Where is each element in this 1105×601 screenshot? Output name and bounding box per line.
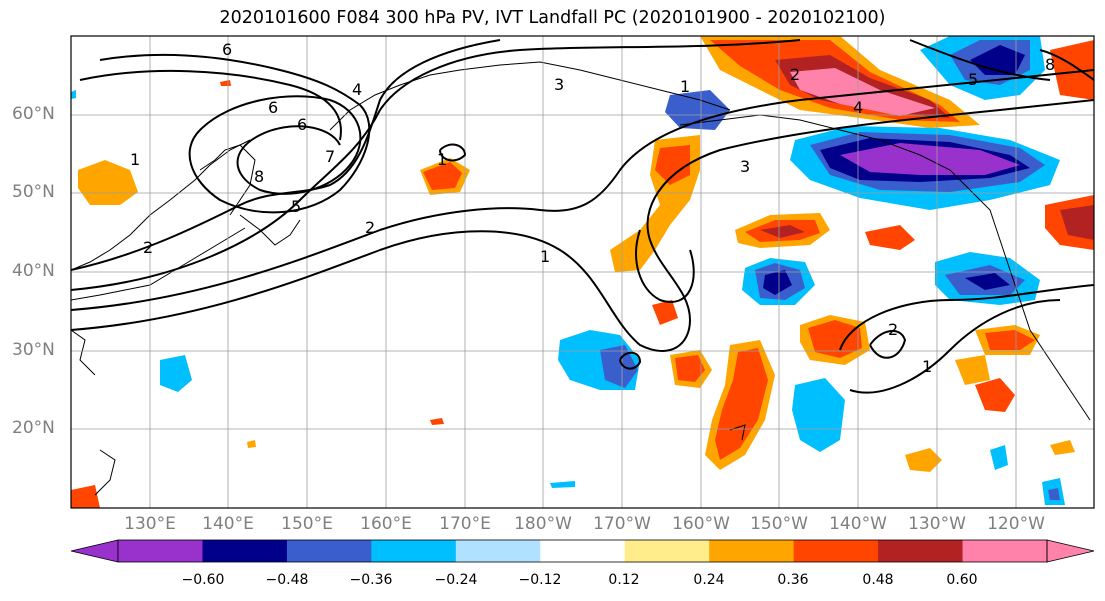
contour-label: 2 <box>888 320 898 339</box>
lat-label: 30°N <box>12 340 55 360</box>
colorbar <box>70 539 1095 563</box>
colorbar-swatch <box>793 540 879 562</box>
contour-label: 2 <box>365 218 375 237</box>
lat-label: 40°N <box>12 261 55 281</box>
contour-label: 1 <box>540 247 550 266</box>
colorbar-tick-label: −0.36 <box>349 572 393 588</box>
contour-label: 3 <box>740 157 750 176</box>
contour-label: 6 <box>268 98 278 117</box>
colorbar-swatch <box>540 540 626 562</box>
contour-label: 6 <box>222 40 232 59</box>
lat-label: 50°N <box>12 182 55 202</box>
lon-label: 170°W <box>593 514 651 534</box>
colorbar-arrow-left <box>70 539 119 563</box>
colorbar-swatch <box>202 540 288 562</box>
lon-label: 120°W <box>987 514 1045 534</box>
colorbar-tick-label: 0.36 <box>777 572 809 588</box>
contour-label: 8 <box>254 167 264 186</box>
contour-label: 5 <box>291 197 301 216</box>
colorbar-swatch <box>118 540 203 562</box>
contour-label: 6 <box>297 115 307 134</box>
contour-label: 4 <box>352 80 362 99</box>
colorbar-tick-label: −0.48 <box>265 572 309 588</box>
contour-label: 2 <box>143 238 153 257</box>
colorbar-swatch <box>371 540 457 562</box>
colorbar-tick-label: −0.24 <box>434 572 478 588</box>
contour-label: 1 <box>922 357 932 376</box>
contour-label: 7 <box>325 147 335 166</box>
contour-label: 8 <box>1045 55 1055 74</box>
contour-label: 4 <box>853 98 863 117</box>
colorbar-swatch <box>878 540 964 562</box>
contour-label: 1 <box>437 150 447 169</box>
colorbar-tick-label: 0.60 <box>946 572 978 588</box>
lon-label: 130°W <box>908 514 966 534</box>
gridlines <box>71 36 1094 508</box>
lat-label: 60°N <box>12 104 55 124</box>
lon-label: 180°W <box>514 514 572 534</box>
colorbar-tick-label: 0.48 <box>862 572 894 588</box>
contour-label: 2 <box>790 65 800 84</box>
colorbar-border <box>117 539 1048 563</box>
lon-label: 160°E <box>360 514 412 534</box>
lon-label: 150°W <box>750 514 808 534</box>
shaded-field <box>71 36 1094 508</box>
pv-contours <box>71 39 1094 394</box>
colorbar-arrow-right <box>1046 539 1095 563</box>
contour-label: 1 <box>680 77 690 96</box>
contour-label-group: 6 6 4 5 6 7 8 1 1 2 3 2 1 2 1 3 4 2 1 5 … <box>130 40 1055 376</box>
colorbar-swatch <box>286 540 372 562</box>
map-title: 2020101600 F084 300 hPa PV, IVT Landfall… <box>219 8 886 28</box>
coastlines <box>71 61 1091 496</box>
contour-label: 1 <box>130 150 140 169</box>
lon-label: 150°E <box>281 514 333 534</box>
lon-label: 170°E <box>439 514 491 534</box>
colorbar-swatch <box>455 540 541 562</box>
colorbar-swatch <box>962 540 1048 562</box>
lon-label: 140°E <box>202 514 254 534</box>
lon-label: 140°W <box>829 514 887 534</box>
map-frame <box>70 35 1095 509</box>
contour-label: 3 <box>554 75 564 94</box>
lat-label: 20°N <box>12 418 55 438</box>
lon-label: 130°E <box>124 514 176 534</box>
contour-label: 5 <box>968 70 978 89</box>
colorbar-tick-label: −0.12 <box>518 572 562 588</box>
colorbar-tick-label: −0.60 <box>181 572 225 588</box>
colorbar-tick-label: 0.12 <box>608 572 640 588</box>
colorbar-swatch <box>624 540 710 562</box>
colorbar-tick-label: 0.24 <box>693 572 725 588</box>
lon-label: 160°W <box>672 514 730 534</box>
colorbar-swatch <box>709 540 795 562</box>
